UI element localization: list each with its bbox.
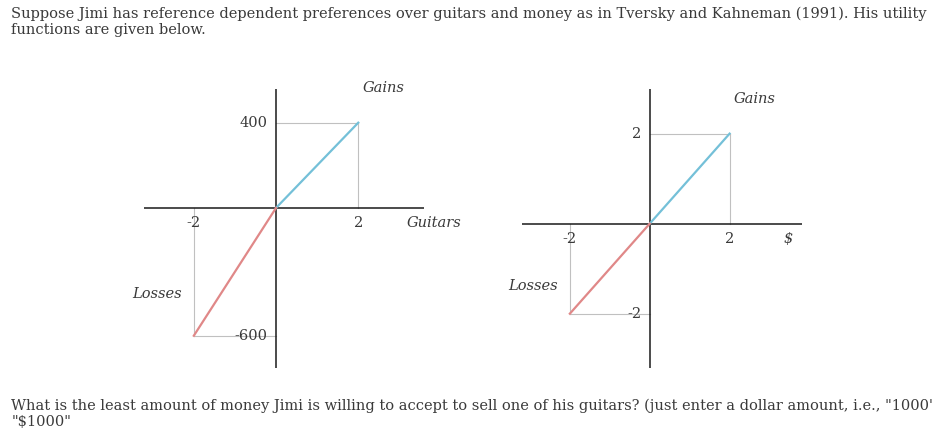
Text: 2: 2 <box>632 127 641 140</box>
Text: Losses: Losses <box>508 280 558 293</box>
Text: Suppose Jimi has reference dependent preferences over guitars and money as in Tv: Suppose Jimi has reference dependent pre… <box>11 7 926 37</box>
Text: -2: -2 <box>563 232 577 246</box>
Text: -600: -600 <box>235 329 267 343</box>
Text: 2: 2 <box>353 216 363 230</box>
Text: $: $ <box>783 232 792 246</box>
Text: Gains: Gains <box>363 81 404 95</box>
Text: Guitars: Guitars <box>406 216 461 230</box>
Text: What is the least amount of money Jimi is willing to accept to sell one of his g: What is the least amount of money Jimi i… <box>11 399 932 429</box>
Text: Losses: Losses <box>131 287 182 301</box>
Text: 400: 400 <box>240 116 267 130</box>
Text: -2: -2 <box>627 307 641 321</box>
Text: Gains: Gains <box>733 92 775 106</box>
Text: 2: 2 <box>725 232 734 246</box>
Text: -2: -2 <box>186 216 201 230</box>
